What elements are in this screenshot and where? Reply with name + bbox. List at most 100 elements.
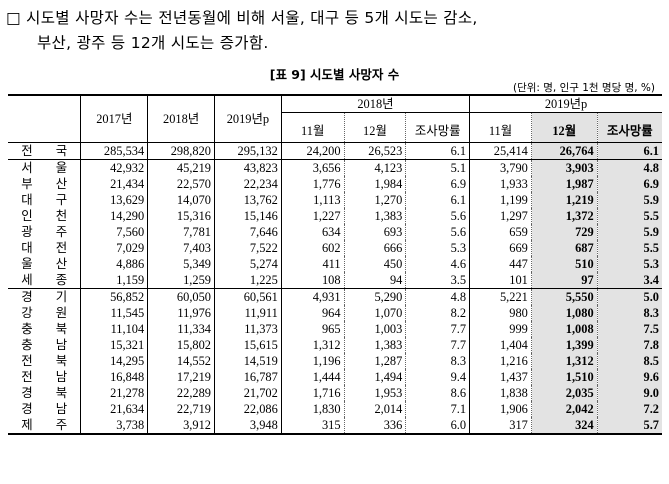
cell-nov-2019: 1,199: [469, 192, 532, 208]
cell-nov-2018: 1,312: [280, 337, 345, 353]
cell-nov-2018: 315: [280, 417, 345, 435]
cell-region: 경 북: [21, 386, 68, 400]
cell-nov-2018: 634: [280, 224, 345, 240]
cell-y2019: 11,373: [214, 321, 282, 337]
cell-y2017: 21,634: [80, 401, 148, 417]
header-group-2019: 2019년p: [469, 94, 662, 113]
cell-nov-2019: 1,838: [469, 385, 532, 401]
cell-rate-2018: 9.4: [405, 369, 470, 385]
cell-nov-2018: 108: [280, 272, 345, 289]
cell-y2019: 3,948: [214, 417, 282, 435]
cell-y2019: 11,911: [214, 305, 282, 321]
cell-region: 부 산: [21, 177, 68, 191]
cell-region: 세 종: [21, 273, 68, 287]
cell-dec-2018: 450: [343, 256, 406, 272]
cell-region: 전 남: [21, 370, 68, 384]
cell-dec-2018: 1,270: [343, 192, 406, 208]
table-row: 충 북 11,104 11,334 11,373 965 1,003 7.7 999 1,008…: [8, 321, 662, 337]
cell-rate-2019: 7.2: [596, 401, 662, 417]
cell-rate-2018: 5.6: [405, 224, 470, 240]
cell-dec-2019: 1,008: [530, 321, 598, 337]
cell-rate-2018: 4.6: [405, 256, 470, 272]
cell-dec-2019: 1,372: [530, 208, 598, 224]
cell-y2019: 7,646: [214, 224, 282, 240]
cell-region: 서 울: [21, 161, 68, 175]
cell-y2017: 21,434: [80, 176, 148, 192]
cell-nov-2019: 1,216: [469, 353, 532, 369]
cell-y2019: 13,762: [214, 192, 282, 208]
cell-rate-2018: 6.9: [405, 176, 470, 192]
cell-rate-2019: 5.3: [596, 256, 662, 272]
cell-y2018: 3,912: [147, 417, 215, 435]
cell-rate-2018: 6.1: [405, 142, 470, 160]
cell-nov-2018: 1,716: [280, 385, 345, 401]
cell-dec-2019: 1,399: [530, 337, 598, 353]
cell-region: 전 국: [8, 142, 81, 160]
cell-dec-2018: 1,070: [343, 305, 406, 321]
cell-rate-2019: 6.9: [596, 176, 662, 192]
cell-y2017: 285,534: [80, 142, 148, 160]
cell-dec-2018: 2,014: [343, 401, 406, 417]
cell-rate-2019: 5.9: [596, 224, 662, 240]
cell-region: 대 구: [21, 193, 68, 207]
cell-dec-2018: 26,523: [343, 142, 406, 160]
cell-y2017: 16,848: [80, 369, 148, 385]
cell-y2017: 3,738: [80, 417, 148, 435]
cell-rate-2018: 6.0: [405, 417, 470, 435]
cell-y2018: 15,802: [147, 337, 215, 353]
cell-nov-2018: 3,656: [280, 159, 345, 176]
table-row: 강 원 11,545 11,976 11,911 964 1,070 8.2 980 1,080…: [8, 305, 662, 321]
cell-dec-2018: 1,003: [343, 321, 406, 337]
table-row: 광 주 7,560 7,781 7,646 634 693 5.6 659 729 5.9: [8, 224, 662, 240]
cell-rate-2018: 7.1: [405, 401, 470, 417]
header-group-2018: 2018년: [280, 94, 470, 113]
table-row: 부 산 21,434 22,570 22,234 1,776 1,984 6.9 1,933 1…: [8, 176, 662, 192]
cell-nov-2018: 965: [280, 321, 345, 337]
cell-rate-2018: 5.3: [405, 240, 470, 256]
cell-y2018: 14,552: [147, 353, 215, 369]
cell-dec-2019: 687: [530, 240, 598, 256]
header-2018-dec: 12월: [343, 112, 406, 143]
deaths-by-region-table: 2017년 2018년 2019년p 2018년 2019년p 11월 12월 …: [8, 94, 662, 435]
intro-text: □ 시도별 사망자 수는 전년동월에 비해 서울, 대구 등 5개 시도는 감소…: [6, 6, 666, 56]
cell-nov-2019: 1,933: [469, 176, 532, 192]
cell-nov-2018: 602: [280, 240, 345, 256]
cell-region: 인 천: [21, 209, 68, 223]
cell-rate-2019: 8.3: [596, 305, 662, 321]
table-row: 인 천 14,290 15,316 15,146 1,227 1,383 5.6 1,297 1…: [8, 208, 662, 224]
cell-nov-2018: 24,200: [280, 142, 345, 160]
cell-y2019: 22,234: [214, 176, 282, 192]
cell-y2018: 1,259: [147, 272, 215, 289]
cell-region: 강 원: [21, 306, 68, 320]
header-2019-rate: 조사망률: [596, 112, 662, 143]
cell-y2018: 22,570: [147, 176, 215, 192]
table-row: 대 구 13,629 14,070 13,762 1,113 1,270 6.1 1,199 1…: [8, 192, 662, 208]
cell-y2019: 14,519: [214, 353, 282, 369]
cell-nov-2018: 1,830: [280, 401, 345, 417]
cell-y2018: 45,219: [147, 159, 215, 176]
cell-y2018: 298,820: [147, 142, 215, 160]
cell-dec-2018: 693: [343, 224, 406, 240]
cell-y2017: 15,321: [80, 337, 148, 353]
cell-y2017: 14,290: [80, 208, 148, 224]
cell-dec-2018: 1,953: [343, 385, 406, 401]
header-2019-nov: 11월: [469, 112, 532, 143]
cell-dec-2018: 1,984: [343, 176, 406, 192]
cell-y2019: 295,132: [214, 142, 282, 160]
cell-y2017: 42,932: [80, 159, 148, 176]
cell-y2019: 7,522: [214, 240, 282, 256]
table-row: 대 전 7,029 7,403 7,522 602 666 5.3 669 687 5.5: [8, 240, 662, 256]
cell-nov-2019: 3,790: [469, 159, 532, 176]
cell-y2019: 16,787: [214, 369, 282, 385]
cell-rate-2019: 3.4: [596, 272, 662, 289]
cell-y2017: 7,560: [80, 224, 148, 240]
cell-dec-2019: 510: [530, 256, 598, 272]
cell-y2018: 22,289: [147, 385, 215, 401]
cell-y2018: 60,050: [147, 288, 215, 305]
cell-nov-2019: 669: [469, 240, 532, 256]
corner-cell: [8, 94, 81, 143]
cell-y2017: 13,629: [80, 192, 148, 208]
cell-y2018: 7,781: [147, 224, 215, 240]
cell-rate-2019: 7.8: [596, 337, 662, 353]
cell-rate-2019: 9.0: [596, 385, 662, 401]
